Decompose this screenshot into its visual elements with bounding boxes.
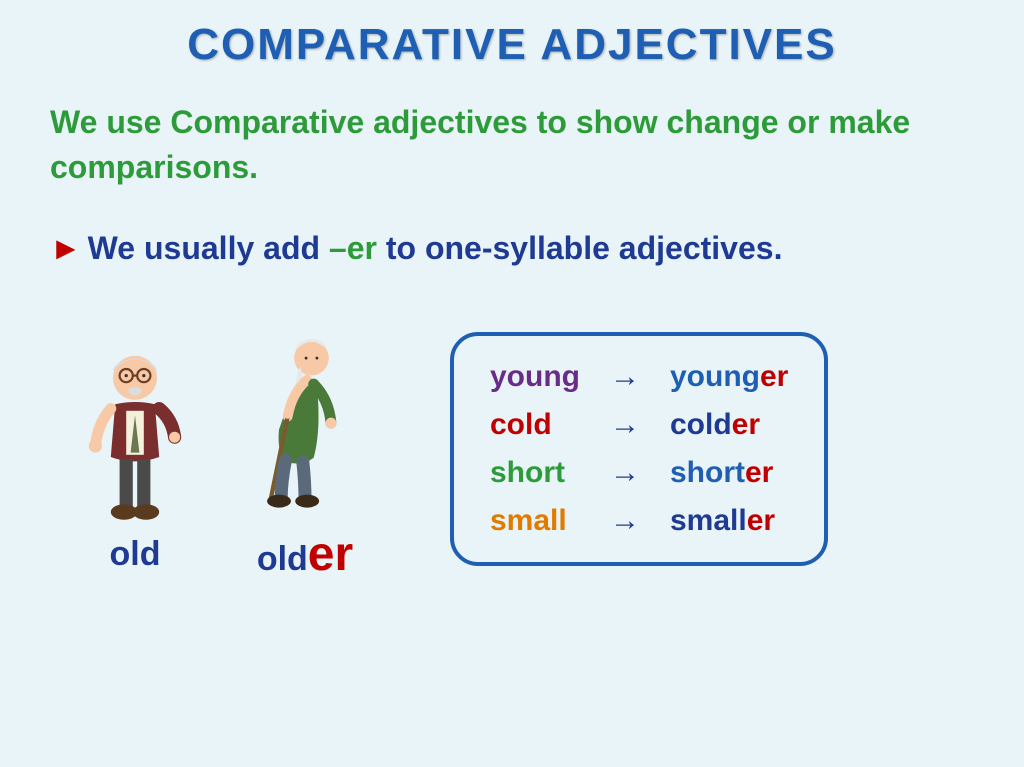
label-base: old [257, 540, 308, 578]
example-comparative: colder [670, 408, 788, 442]
example-word: short [490, 456, 580, 490]
page-title: COMPARATIVE ADJECTIVES [40, 20, 984, 70]
intro-text: We use Comparative adjectives to show ch… [40, 100, 984, 190]
comp-suffix: er [732, 408, 760, 441]
rule-prefix: We usually add [88, 230, 329, 266]
comp-suffix: er [747, 504, 775, 537]
figure-old-label: old [110, 535, 161, 574]
arrow-icon: → [610, 504, 640, 538]
label-suffix: er [308, 528, 353, 581]
comp-base: cold [670, 408, 732, 441]
examples-box: young→youngercold→coldershort→shortersma… [450, 332, 828, 566]
comp-base: small [670, 504, 747, 537]
rule-bullet: ► [50, 230, 82, 266]
rule-text: ►We usually add –er to one-syllable adje… [40, 230, 984, 267]
figure-old: old [70, 325, 200, 574]
comp-suffix: er [760, 360, 788, 393]
example-comparative: younger [670, 360, 788, 394]
example-comparative: shorter [670, 456, 788, 490]
examples-row: old older [40, 317, 984, 582]
rule-highlight: –er [329, 230, 377, 266]
comp-suffix: er [745, 456, 773, 489]
comp-base: young [670, 360, 760, 393]
figure-older-label: older [257, 527, 353, 582]
examples-grid: young→youngercold→coldershort→shortersma… [490, 360, 788, 538]
figure-older: older [240, 317, 370, 582]
arrow-icon: → [610, 456, 640, 490]
label-base: old [110, 535, 161, 573]
old-man-icon [70, 325, 200, 525]
older-man-icon [240, 317, 370, 517]
example-word: young [490, 360, 580, 394]
rule-body: We usually add –er to one-syllable adjec… [88, 230, 783, 266]
rule-suffix: to one-syllable adjectives. [377, 230, 782, 266]
comp-base: short [670, 456, 745, 489]
example-word: cold [490, 408, 580, 442]
arrow-icon: → [610, 360, 640, 394]
arrow-icon: → [610, 408, 640, 442]
example-word: small [490, 504, 580, 538]
example-comparative: smaller [670, 504, 788, 538]
